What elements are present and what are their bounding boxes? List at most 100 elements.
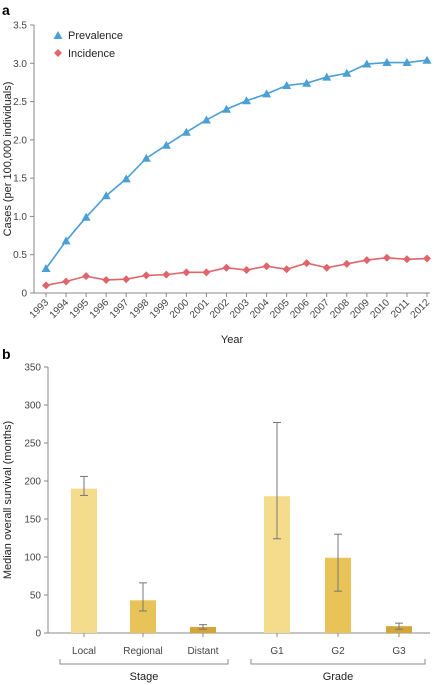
prevalence-point bbox=[221, 104, 231, 113]
x-tick-label: G3 bbox=[392, 646, 406, 657]
prevalence-point bbox=[362, 59, 372, 68]
prevalence-point bbox=[61, 236, 71, 245]
x-tick-label: 1999 bbox=[148, 297, 172, 321]
incidence-point bbox=[242, 266, 251, 275]
incidence-point bbox=[342, 259, 351, 268]
x-tick-label: 2010 bbox=[369, 297, 393, 321]
prevalence-point bbox=[181, 127, 191, 136]
panel-b-bar-chart: 0 50 100 150 200 250 300 350 Median overall surv… bbox=[2, 363, 430, 683]
x-tick-label: 2008 bbox=[328, 297, 352, 321]
x-tick-label: 2012 bbox=[409, 297, 433, 321]
y-tick-label: 300 bbox=[24, 401, 41, 412]
incidence-point bbox=[102, 275, 111, 284]
x-tick-label: 2000 bbox=[168, 297, 192, 321]
y-tick-label: 200 bbox=[24, 477, 41, 488]
x-tick-label: 1996 bbox=[88, 297, 112, 321]
x-tick-label: 2002 bbox=[208, 297, 232, 321]
panel-a-line-chart: 00.51.01.52.02.53.03.5199319941995199619… bbox=[2, 21, 432, 347]
incidence-point bbox=[402, 255, 411, 264]
legend-label-prevalence: Prevalence bbox=[68, 30, 123, 42]
incidence-point bbox=[42, 281, 50, 290]
incidence-point bbox=[62, 277, 71, 286]
incidence-point bbox=[382, 253, 391, 262]
incidence-point bbox=[322, 263, 331, 272]
x-tick-label: 2009 bbox=[348, 297, 372, 321]
incidence-point bbox=[162, 270, 171, 279]
prevalence-point bbox=[161, 140, 171, 149]
y-tick-label: 2.5 bbox=[13, 97, 27, 108]
x-tick-label: 1998 bbox=[128, 297, 152, 321]
group-label-grade: Grade bbox=[323, 671, 354, 683]
x-tick-label: 2003 bbox=[228, 297, 252, 321]
x-tick-label: Local bbox=[72, 646, 96, 657]
incidence-point bbox=[423, 254, 431, 263]
group-bracket-grade bbox=[250, 659, 426, 665]
incidence-point bbox=[302, 259, 311, 268]
y-tick-label: 1.5 bbox=[13, 174, 27, 185]
x-tick-label: Regional bbox=[123, 646, 162, 657]
x-tick-label: 2005 bbox=[268, 297, 292, 321]
prevalence-point bbox=[121, 174, 131, 183]
x-tick-label: G2 bbox=[331, 646, 345, 657]
y-tick-label: 3.0 bbox=[13, 59, 27, 70]
prevalence-point bbox=[402, 58, 412, 67]
prevalence-point bbox=[322, 72, 332, 81]
x-tick-label: 2011 bbox=[389, 297, 412, 320]
prevalence-point bbox=[141, 153, 151, 162]
x-tick-label: 1997 bbox=[108, 297, 132, 321]
group-label-stage: Stage bbox=[130, 671, 159, 683]
prevalence-point bbox=[242, 96, 252, 105]
prevalence-point bbox=[342, 68, 352, 77]
x-tick-label: 1993 bbox=[28, 297, 52, 321]
group-bracket-stage bbox=[59, 659, 229, 665]
bar-local bbox=[71, 488, 97, 633]
x-tick-label: 2007 bbox=[308, 297, 332, 321]
y-tick-label: 3.5 bbox=[13, 21, 27, 32]
y-tick-label: 150 bbox=[24, 515, 41, 526]
y-tick-label: 350 bbox=[24, 363, 41, 374]
panel-b-label: b bbox=[2, 346, 11, 362]
prevalence-point bbox=[302, 78, 312, 87]
incidence-point bbox=[122, 275, 131, 284]
y-tick-label: 1.0 bbox=[13, 212, 27, 223]
series-line-incidence bbox=[45, 256, 428, 287]
incidence-point bbox=[222, 263, 231, 272]
incidence-point bbox=[142, 271, 151, 280]
y-tick-label: 0.5 bbox=[13, 250, 27, 261]
bar-distant bbox=[190, 626, 216, 633]
x-tick-label: Distant bbox=[187, 646, 218, 657]
x-axis-title: Year bbox=[221, 334, 244, 346]
incidence-point bbox=[262, 262, 271, 271]
prevalence-point bbox=[201, 115, 211, 124]
x-tick-label: 1995 bbox=[68, 297, 92, 321]
incidence-point bbox=[82, 272, 91, 281]
x-tick-label: 1994 bbox=[48, 297, 72, 321]
incidence-point bbox=[282, 265, 291, 274]
y-tick-label: 250 bbox=[24, 439, 41, 450]
panel-a-label: a bbox=[2, 2, 10, 18]
y-tick-label: 100 bbox=[24, 553, 41, 564]
prevalence-point bbox=[382, 58, 392, 67]
series-line-prevalence bbox=[45, 59, 428, 269]
x-tick-label: 2001 bbox=[188, 297, 212, 321]
x-tick-label: 2006 bbox=[288, 297, 312, 321]
y-tick-label: 0 bbox=[35, 629, 41, 640]
y-tick-label: 2.0 bbox=[13, 135, 27, 146]
prevalence-point bbox=[262, 89, 272, 98]
incidence-point bbox=[362, 256, 371, 265]
prevalence-point bbox=[81, 212, 91, 221]
prevalence-point bbox=[41, 263, 51, 272]
y-axis-title: Median overall survival (months) bbox=[2, 421, 14, 579]
legend-label-incidence: Incidence bbox=[68, 48, 115, 60]
y-axis-title: Cases (per 100,000 individuals) bbox=[2, 82, 14, 237]
y-tick-label: 50 bbox=[30, 591, 42, 602]
prevalence-point bbox=[282, 80, 292, 89]
prevalence-point bbox=[422, 55, 432, 64]
incidence-point bbox=[202, 268, 211, 277]
incidence-point bbox=[182, 268, 191, 277]
x-tick-label: 2004 bbox=[248, 297, 272, 321]
legend-diamond-icon bbox=[54, 49, 62, 57]
y-tick-label: 0 bbox=[21, 289, 27, 300]
x-tick-label: G1 bbox=[270, 646, 284, 657]
